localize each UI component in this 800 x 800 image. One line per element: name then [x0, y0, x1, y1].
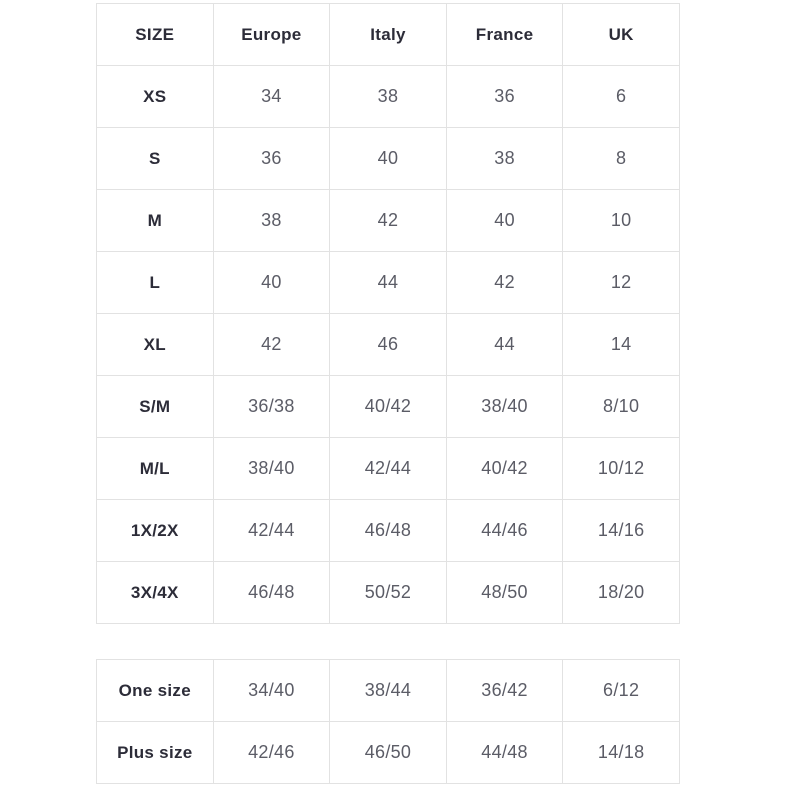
- size-label: M/L: [96, 437, 214, 500]
- size-label: XL: [96, 313, 214, 376]
- size-label: S: [96, 127, 214, 190]
- europe-value: 46/48: [212, 561, 331, 624]
- uk-value: 14/16: [562, 499, 680, 562]
- uk-value: 8/10: [562, 375, 680, 438]
- table-row: 3X/4X 46/48 50/52 48/50 18/20: [96, 561, 680, 624]
- size-label: S/M: [96, 375, 214, 438]
- special-sizes-table: One size 34/40 38/44 36/42 6/12 Plus siz…: [96, 659, 680, 784]
- france-value: 36/42: [445, 659, 564, 722]
- europe-value: 42/44: [212, 499, 331, 562]
- italy-value: 44: [329, 251, 447, 314]
- italy-value: 40: [329, 127, 447, 190]
- italy-value: 38/44: [329, 659, 447, 722]
- header-europe: Europe: [212, 3, 331, 66]
- header-row: SIZE Europe Italy France UK: [96, 3, 680, 66]
- italy-value: 42/44: [329, 437, 447, 500]
- europe-value: 34/40: [212, 659, 331, 722]
- table-row: XS 34 38 36 6: [96, 65, 680, 128]
- france-value: 36: [445, 65, 564, 128]
- italy-value: 46/50: [329, 721, 447, 784]
- table-row: S 36 40 38 8: [96, 127, 680, 190]
- italy-value: 38: [329, 65, 447, 128]
- table-row: M/L 38/40 42/44 40/42 10/12: [96, 437, 680, 500]
- italy-value: 50/52: [329, 561, 447, 624]
- france-value: 48/50: [445, 561, 564, 624]
- table-row: Plus size 42/46 46/50 44/48 14/18: [96, 721, 680, 784]
- europe-value: 38/40: [212, 437, 331, 500]
- france-value: 40: [445, 189, 564, 252]
- uk-value: 12: [562, 251, 680, 314]
- france-value: 38/40: [445, 375, 564, 438]
- uk-value: 6: [562, 65, 680, 128]
- europe-value: 38: [212, 189, 331, 252]
- size-label: M: [96, 189, 214, 252]
- uk-value: 10/12: [562, 437, 680, 500]
- uk-value: 6/12: [562, 659, 680, 722]
- europe-value: 36: [212, 127, 331, 190]
- header-france: France: [445, 3, 564, 66]
- table-row: M 38 42 40 10: [96, 189, 680, 252]
- uk-value: 8: [562, 127, 680, 190]
- italy-value: 42: [329, 189, 447, 252]
- table-gap: [96, 624, 800, 659]
- uk-value: 18/20: [562, 561, 680, 624]
- table-row: XL 42 46 44 14: [96, 313, 680, 376]
- italy-value: 46/48: [329, 499, 447, 562]
- size-label: 1X/2X: [96, 499, 214, 562]
- table-row: One size 34/40 38/44 36/42 6/12: [96, 659, 680, 722]
- europe-value: 34: [212, 65, 331, 128]
- italy-value: 40/42: [329, 375, 447, 438]
- table-row: L 40 44 42 12: [96, 251, 680, 314]
- size-label: L: [96, 251, 214, 314]
- header-italy: Italy: [329, 3, 447, 66]
- france-value: 40/42: [445, 437, 564, 500]
- table-row: S/M 36/38 40/42 38/40 8/10: [96, 375, 680, 438]
- italy-value: 46: [329, 313, 447, 376]
- europe-value: 42/46: [212, 721, 331, 784]
- france-value: 44/46: [445, 499, 564, 562]
- table-row: 1X/2X 42/44 46/48 44/46 14/16: [96, 499, 680, 562]
- france-value: 44/48: [445, 721, 564, 784]
- france-value: 44: [445, 313, 564, 376]
- france-value: 42: [445, 251, 564, 314]
- uk-value: 14/18: [562, 721, 680, 784]
- size-label: 3X/4X: [96, 561, 214, 624]
- france-value: 38: [445, 127, 564, 190]
- europe-value: 42: [212, 313, 331, 376]
- size-label: One size: [96, 659, 214, 722]
- header-uk: UK: [562, 3, 680, 66]
- uk-value: 10: [562, 189, 680, 252]
- size-label: XS: [96, 65, 214, 128]
- europe-value: 36/38: [212, 375, 331, 438]
- uk-value: 14: [562, 313, 680, 376]
- size-conversion-table: SIZE Europe Italy France UK XS 34 38 36 …: [96, 3, 680, 624]
- header-size: SIZE: [96, 3, 214, 66]
- size-label: Plus size: [96, 721, 214, 784]
- europe-value: 40: [212, 251, 331, 314]
